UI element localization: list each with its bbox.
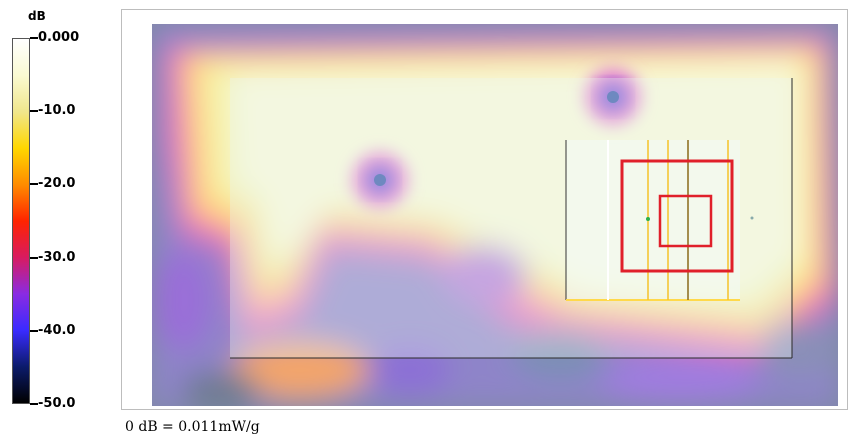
reference-note: 0 dB = 0.011mW/g	[125, 419, 260, 435]
zoom-scan-region	[565, 140, 754, 301]
colorbar-tick-label: 0.000	[38, 30, 80, 45]
colorbar-legend: dB 0.000 -10.0 -20.0 -30.0 -40.0 -50.0	[0, 0, 120, 420]
zoom-outer-box	[620, 159, 734, 273]
colorbar-tick	[30, 403, 38, 405]
zoom-inner-box	[658, 194, 713, 248]
colorbar-tick	[30, 329, 38, 332]
colorbar-tick-label: -30.0	[38, 249, 76, 265]
probe-marker	[646, 217, 650, 221]
probe-marker-right	[750, 216, 754, 220]
colorbar-tick-label: -40.0	[38, 322, 76, 338]
colorbar-tick	[30, 37, 38, 39]
colorbar-tick-label: -10.0	[38, 103, 76, 119]
colorbar-tick	[30, 256, 38, 259]
colorbar-unit-label: dB	[28, 9, 46, 23]
colorbar-tick-label: -50.0	[38, 396, 76, 411]
heatmap-field	[152, 24, 838, 406]
colorbar	[12, 38, 30, 404]
colorbar-tick-label: -20.0	[38, 176, 76, 192]
colorbar-tick	[30, 183, 38, 186]
colorbar-tick	[30, 110, 38, 113]
